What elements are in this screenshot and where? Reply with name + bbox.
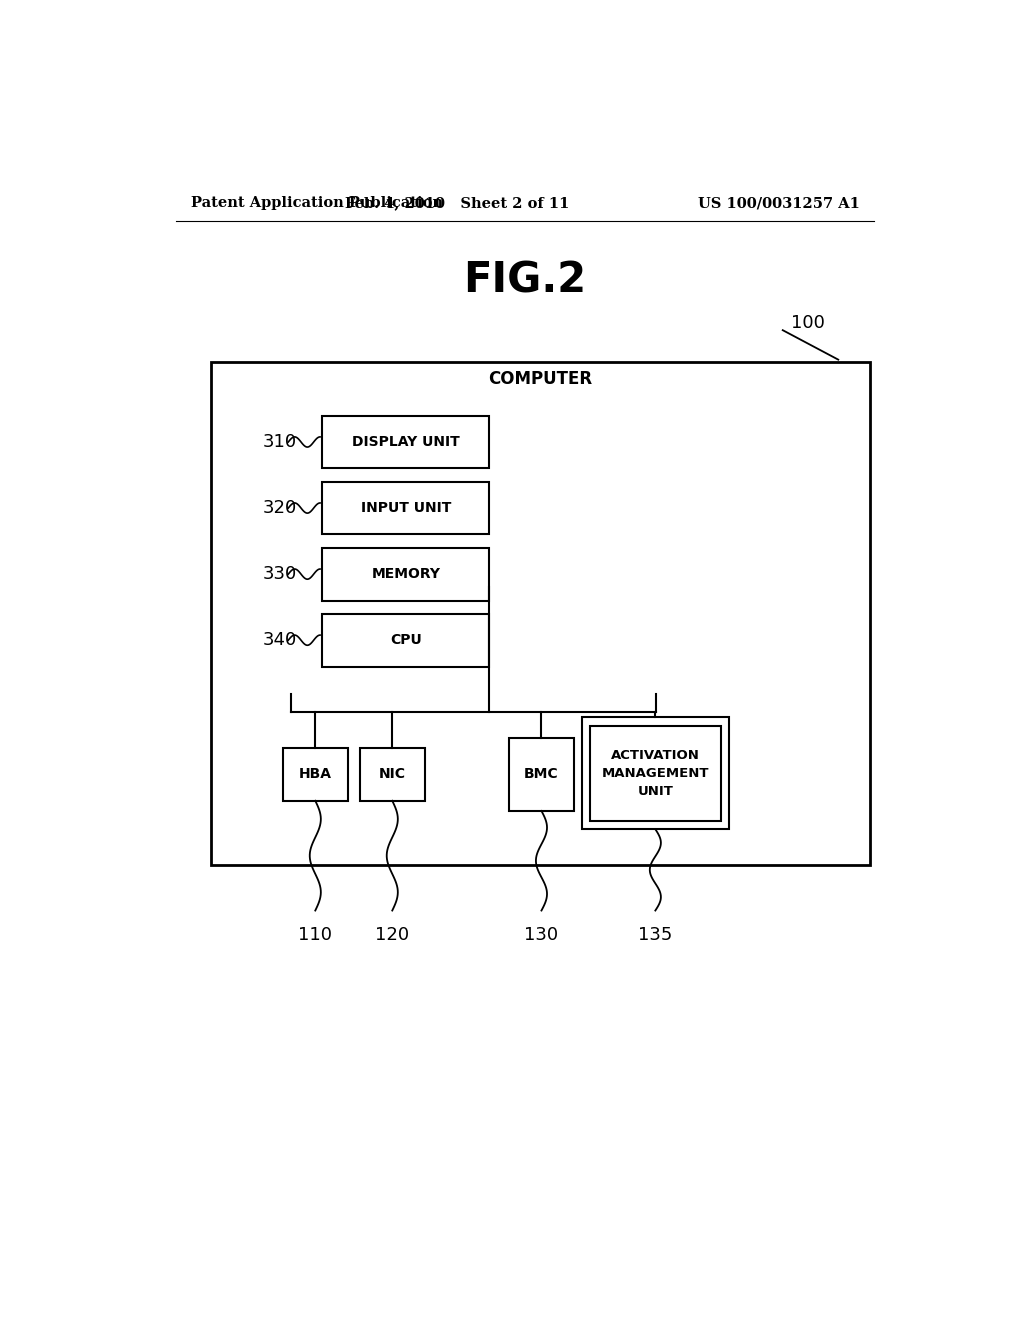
Text: 120: 120	[375, 925, 410, 944]
Bar	[582, 718, 729, 829]
Text: COMPUTER: COMPUTER	[488, 370, 593, 388]
Text: NIC: NIC	[379, 767, 406, 781]
Text: ACTIVATION
MANAGEMENT
UNIT: ACTIVATION MANAGEMENT UNIT	[601, 748, 709, 797]
Text: CPU: CPU	[390, 634, 422, 647]
Text: INPUT UNIT: INPUT UNIT	[360, 502, 451, 515]
Bar	[283, 748, 348, 801]
Text: US 100/0031257 A1: US 100/0031257 A1	[697, 197, 860, 210]
Bar	[211, 362, 870, 865]
Text: 310: 310	[263, 433, 297, 451]
Text: 320: 320	[263, 499, 297, 517]
Bar	[590, 726, 721, 821]
Bar	[323, 614, 489, 667]
Text: HBA: HBA	[299, 767, 332, 781]
Text: 340: 340	[263, 631, 297, 649]
Text: BMC: BMC	[524, 767, 559, 781]
Text: Patent Application Publication: Patent Application Publication	[191, 197, 443, 210]
Bar	[359, 748, 425, 801]
Text: DISPLAY UNIT: DISPLAY UNIT	[352, 436, 460, 449]
Text: Feb. 4, 2010   Sheet 2 of 11: Feb. 4, 2010 Sheet 2 of 11	[345, 197, 569, 210]
Text: 110: 110	[298, 925, 333, 944]
Text: MEMORY: MEMORY	[372, 568, 440, 581]
Text: 330: 330	[263, 565, 297, 583]
Bar	[509, 738, 574, 810]
Bar	[323, 416, 489, 469]
Bar	[323, 482, 489, 535]
Text: FIG.2: FIG.2	[463, 259, 587, 301]
Text: 100: 100	[791, 314, 824, 333]
Text: 135: 135	[638, 925, 673, 944]
Text: 130: 130	[524, 925, 558, 944]
Bar	[323, 548, 489, 601]
